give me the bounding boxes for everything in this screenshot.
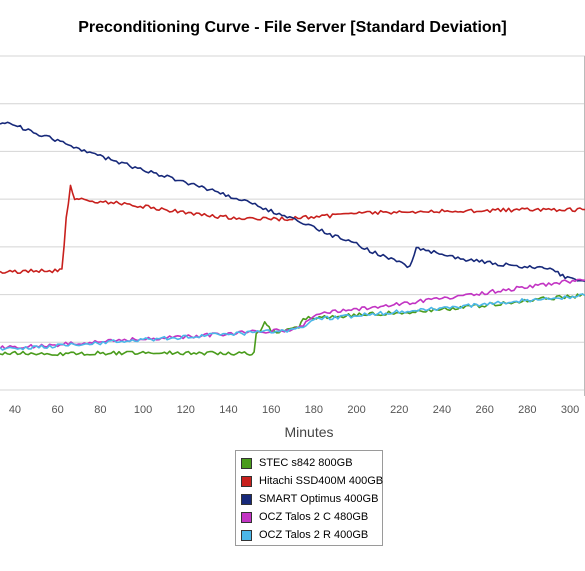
legend-swatch <box>241 457 252 469</box>
x-tick-label: 300 <box>561 404 579 416</box>
legend-label: Hitachi SSD400M 400GB <box>259 475 384 487</box>
legend-swatch <box>241 475 252 487</box>
x-tick-label: 60 <box>52 404 64 416</box>
series-line <box>0 121 585 282</box>
x-tick-labels: 40 60 80 100 120 140 160 180 200 220 240 260 280 300 <box>9 404 579 416</box>
legend-label: OCZ Talos 2 R 400GB <box>259 529 369 541</box>
x-tick-label: 120 <box>177 404 195 416</box>
x-tick-label: 220 <box>390 404 408 416</box>
legend-item: Hitachi SSD400M 400GB <box>241 473 383 489</box>
x-tick-label: 140 <box>219 404 237 416</box>
chart-title: Preconditioning Curve - File Server [Sta… <box>78 19 507 36</box>
legend-swatch <box>241 511 252 523</box>
legend-item: OCZ Talos 2 R 400GB <box>241 527 368 543</box>
legend-label: SMART Optimus 400GB <box>259 493 379 505</box>
series-line <box>0 184 585 275</box>
legend-item: OCZ Talos 2 C 480GB <box>241 509 368 525</box>
legend-item: SMART Optimus 400GB <box>241 491 378 507</box>
series-line <box>0 278 585 350</box>
legend-label: STEC s842 800GB <box>259 457 353 469</box>
legend-label: OCZ Talos 2 C 480GB <box>259 511 369 523</box>
x-tick-label: 240 <box>433 404 451 416</box>
legend-swatch <box>241 493 252 505</box>
x-tick-label: 280 <box>518 404 536 416</box>
legend-swatch <box>241 529 252 541</box>
x-tick-label: 260 <box>475 404 493 416</box>
series-line <box>0 293 585 351</box>
legend: STEC s842 800GB Hitachi SSD400M 400GB SMAR… <box>235 450 383 546</box>
x-axis-label: Minutes <box>284 424 333 440</box>
x-tick-label: 80 <box>94 404 106 416</box>
series-lines <box>0 121 585 357</box>
x-tick-label: 100 <box>134 404 152 416</box>
x-tick-label: 180 <box>305 404 323 416</box>
x-tick-label: 160 <box>262 404 280 416</box>
grid-lines <box>0 55 585 396</box>
series-line <box>0 293 585 357</box>
legend-item: STEC s842 800GB <box>241 455 353 471</box>
x-tick-label: 40 <box>9 404 21 416</box>
x-tick-label: 200 <box>347 404 365 416</box>
